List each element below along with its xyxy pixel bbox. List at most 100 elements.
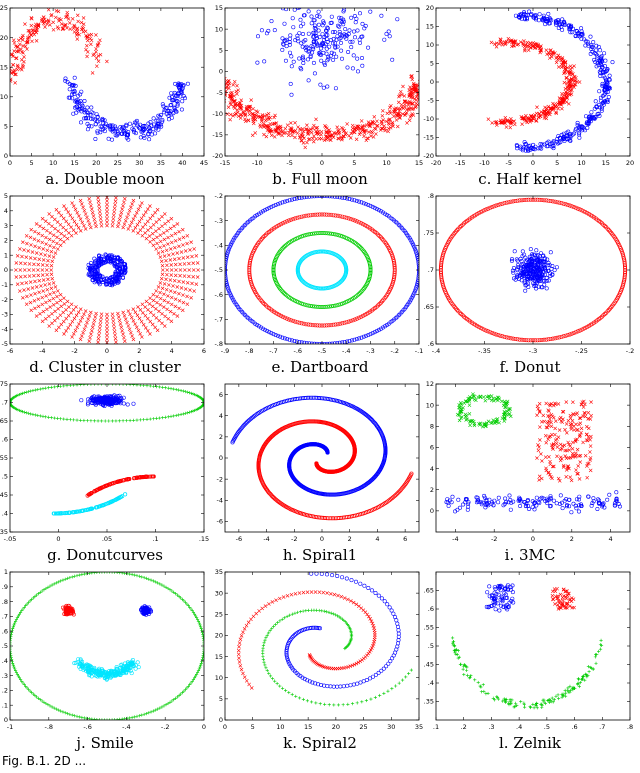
data-point [177,306,181,311]
data-point [86,218,91,223]
data-point [562,21,567,26]
data-point [272,28,277,33]
data-point [236,110,240,115]
data-point [49,272,54,277]
data-point [185,255,190,260]
data-point [70,17,75,21]
data-point [271,263,276,268]
data-point [85,43,89,48]
x-tick-label: 30 [135,159,143,167]
data-point [575,120,580,125]
data-point [325,26,330,31]
data-point [110,398,115,403]
data-point [577,207,582,212]
data-point [46,258,50,263]
data-point [350,318,355,323]
data-point [171,252,175,256]
data-point [317,212,322,217]
data-point [93,315,98,319]
data-point [141,225,145,230]
data-point [10,79,13,83]
data-point [546,337,551,342]
data-point [546,104,551,109]
data-point [359,34,364,39]
data-point [155,300,159,305]
data-point [99,257,104,262]
data-point [524,145,529,150]
data-point [603,58,608,63]
y-tick-label: -.2 [214,192,223,200]
data-point [327,44,332,49]
data-point [351,53,356,58]
data-point [567,203,572,208]
data-point [77,214,81,218]
data-point [62,384,66,388]
series-blue [86,252,128,288]
data-point [516,42,521,47]
data-point [118,125,123,130]
data-point [538,45,543,50]
data-point [301,21,306,26]
data-point [249,281,254,286]
data-point [191,261,196,266]
data-point [68,322,73,327]
data-point [181,389,185,393]
data-point [304,322,309,327]
y-tick-label: -.4 [214,242,223,250]
data-point [388,125,393,130]
data-point [162,237,167,242]
data-point [62,332,66,336]
data-point [11,70,16,75]
data-point [288,81,293,86]
data-point [422,90,425,93]
data-point [96,199,101,204]
data-point [166,235,170,240]
data-point [101,118,106,123]
data-point [347,338,352,343]
data-point [514,143,519,148]
data-point [33,256,37,261]
data-point [195,275,200,279]
data-point [148,474,153,479]
data-point [537,271,542,276]
data-point [89,207,94,212]
data-point [19,47,23,52]
data-point [145,316,150,321]
data-point [389,283,394,288]
data-point [72,316,77,321]
data-point [187,391,192,395]
data-point [41,289,46,293]
series-blue [225,196,419,344]
data-point [157,385,162,389]
data-point [160,268,165,272]
data-point [51,239,56,244]
data-point [65,80,70,85]
data-point [363,202,368,207]
data-point [511,270,516,275]
data-point [271,265,276,270]
data-point [217,97,220,100]
data-point [569,331,574,336]
data-point [349,197,354,202]
data-point [50,214,54,219]
data-point [339,48,344,53]
data-point [273,332,278,337]
data-point [374,132,378,136]
data-point [47,314,51,319]
data-point [565,333,570,338]
data-point [61,310,66,315]
y-tick-label: .5 [2,473,8,481]
data-point [235,92,239,96]
data-point [12,69,16,74]
series-red [486,36,582,130]
data-point [169,302,174,307]
data-point [300,44,305,49]
y-tick-label: -2 [2,296,8,304]
data-point [340,214,345,219]
data-point [172,414,176,418]
data-point [78,337,83,342]
data-point [44,235,48,240]
data-point [22,410,27,414]
data-point [97,206,102,211]
data-point [48,23,52,27]
